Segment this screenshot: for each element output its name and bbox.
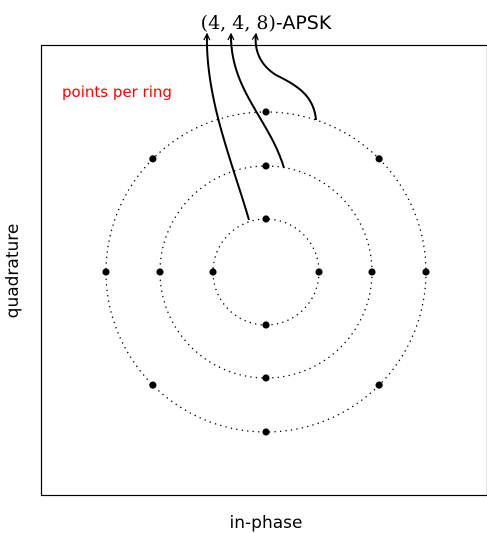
- middle-ring-point: [368, 268, 376, 276]
- plot-frame: [40, 44, 487, 497]
- outer-ring-point: [262, 108, 270, 116]
- outer-ring-point: [375, 155, 383, 163]
- outer-ring-point: [262, 428, 270, 436]
- outer-ring-point: [149, 381, 157, 389]
- annotation-label: points per ring: [62, 83, 172, 101]
- inner-ring-point: [209, 268, 217, 276]
- inner-ring-point: [315, 268, 323, 276]
- ring-arrows: [207, 34, 317, 221]
- middle-ring-point: [262, 162, 270, 170]
- middle-ring-arrow: [231, 34, 285, 169]
- y-axis-label: quadrature: [3, 224, 23, 319]
- diagram-title: (4, 4, 8)-APSK: [201, 12, 332, 34]
- inner-ring-arrow: [207, 34, 250, 221]
- title-suffix: -APSK: [276, 12, 332, 34]
- outer-ring-point: [422, 268, 430, 276]
- inner-ring-point: [262, 321, 270, 329]
- middle-ring: [159, 165, 373, 379]
- outer-ring-point: [149, 155, 157, 163]
- title-ring-counts: (4, 4, 8): [201, 12, 276, 34]
- outer-ring-arrow: [256, 34, 317, 121]
- constellation: [102, 108, 430, 436]
- inner-ring-point: [262, 215, 270, 223]
- middle-ring-point: [156, 268, 164, 276]
- middle-ring-point: [262, 374, 270, 382]
- inner-ring: [212, 218, 320, 326]
- outer-ring-point: [102, 268, 110, 276]
- x-axis-label: in-phase: [230, 513, 303, 533]
- outer-ring-point: [375, 381, 383, 389]
